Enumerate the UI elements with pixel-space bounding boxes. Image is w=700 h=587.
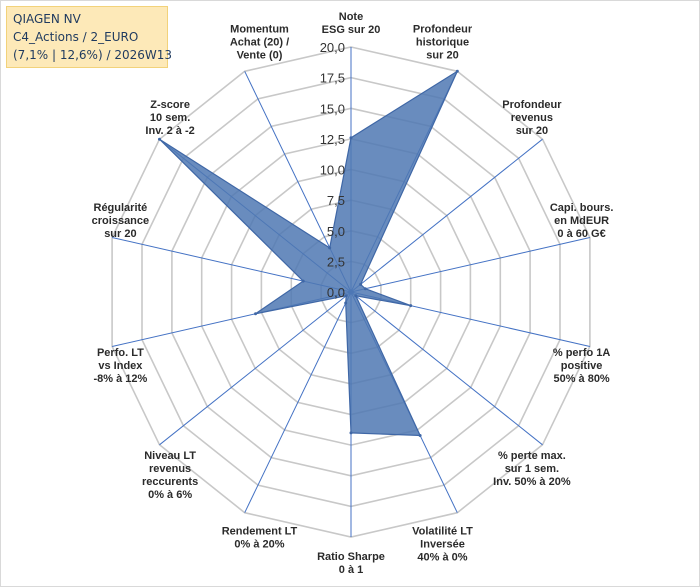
tick-label-6: 15,0 bbox=[320, 101, 345, 116]
axis-label-line: Perfo. LT bbox=[97, 347, 144, 359]
axis-label-line: sur 20 bbox=[426, 50, 458, 62]
data-point-1 bbox=[455, 69, 459, 73]
data-point-11 bbox=[301, 279, 305, 283]
axis-label-line: 50% à 80% bbox=[553, 373, 609, 385]
header-line-3: (7,1% | 12,6%) / 2026W13 bbox=[13, 48, 172, 62]
data-point-4 bbox=[409, 304, 413, 308]
axis-label-5: % perte max. sur 1 sem. Inv. 50% à 20% bbox=[493, 450, 571, 488]
axis-label-line: sur 20 bbox=[516, 125, 548, 137]
axis-spoke-5 bbox=[350, 291, 543, 446]
axis-label-line: -8% à 12% bbox=[93, 373, 147, 385]
axis-label-line: en MdEUR bbox=[554, 215, 609, 227]
axis-label-11: Régularité croissance sur 20 bbox=[92, 202, 149, 240]
axis-label-line: Inversée bbox=[420, 539, 465, 551]
axis-label-line: Niveau LT bbox=[144, 450, 196, 462]
axis-label-10: Perfo. LT vs Index -8% à 12% bbox=[93, 347, 147, 385]
data-point-8 bbox=[344, 301, 348, 305]
axis-label-line: Profondeur bbox=[413, 24, 473, 36]
axis-label-line: historique bbox=[416, 37, 469, 49]
data-point-0 bbox=[349, 136, 353, 140]
axis-label-line: sur 1 sem. bbox=[505, 463, 559, 475]
axis-spoke-8 bbox=[244, 291, 352, 513]
data-point-9 bbox=[344, 294, 348, 298]
tick-label-1: 2,5 bbox=[327, 254, 345, 269]
axis-label-line: 10 sem. bbox=[150, 112, 190, 124]
data-point-6 bbox=[418, 434, 422, 437]
axis-label-line: vs Index bbox=[98, 360, 143, 372]
axis-label-line: Achat (20) / bbox=[230, 37, 289, 49]
axis-labels: Note ESG sur 20 Profondeur historique sur 20… bbox=[92, 11, 614, 576]
tick-label-3: 7,5 bbox=[327, 193, 345, 208]
axis-label-line: Capi. bours. bbox=[550, 202, 614, 214]
axis-label-line: Inv. 50% à 20% bbox=[493, 476, 571, 488]
axis-label-line: revenus bbox=[149, 463, 191, 475]
data-point-13 bbox=[328, 246, 332, 250]
axis-label-9: Niveau LT revenus reccurents 0% à 6% bbox=[142, 450, 198, 501]
data-point-7 bbox=[349, 431, 353, 435]
tick-label-7: 17,5 bbox=[320, 71, 345, 86]
axis-label-line: 0% à 20% bbox=[234, 539, 284, 551]
axis-label-line: ESG sur 20 bbox=[322, 24, 381, 36]
axis-label-line: 40% à 0% bbox=[417, 552, 467, 564]
axis-label-line: Note bbox=[339, 11, 363, 23]
axis-label-line: Inv. 2 à -2 bbox=[145, 125, 194, 137]
axis-label-line: 0 à 60 G€ bbox=[557, 228, 605, 240]
header-line-1: QIAGEN NV bbox=[13, 12, 81, 26]
axis-label-line: Ratio Sharpe bbox=[317, 551, 385, 563]
axis-label-line: Z-score bbox=[150, 99, 190, 111]
axis-label-12: Z-score 10 sem. Inv. 2 à -2 bbox=[145, 99, 194, 137]
axis-label-line: Vente (0) bbox=[237, 50, 283, 62]
axis-label-line: positive bbox=[561, 360, 603, 372]
axis-label-line: croissance bbox=[92, 215, 149, 227]
axis-label-3: Capi. bours. en MdEUR 0 à 60 G€ bbox=[550, 202, 614, 240]
axis-label-line: Volatilité LT bbox=[412, 526, 473, 538]
tick-label-2: 5,0 bbox=[327, 224, 345, 239]
axis-label-line: sur 20 bbox=[104, 228, 136, 240]
axis-label-4: % perfo 1A positive 50% à 80% bbox=[553, 347, 611, 385]
axis-label-line: Momentum bbox=[230, 24, 289, 36]
axis-label-line: % perfo 1A bbox=[553, 347, 611, 359]
axis-spoke-9 bbox=[159, 291, 352, 446]
axis-label-line: 0% à 6% bbox=[148, 489, 192, 501]
axis-spoke-3 bbox=[350, 237, 591, 293]
axis-label-line: 0 à 1 bbox=[339, 564, 363, 576]
tick-labels: 0,0 2,5 5,0 7,5 10,0 12,5 15,0 17,5 20,0 bbox=[320, 40, 345, 300]
tick-label-0: 0,0 bbox=[327, 285, 345, 300]
tick-label-4: 10,0 bbox=[320, 163, 345, 178]
axis-label-13: Momentum Achat (20) / Vente (0) bbox=[230, 24, 289, 62]
axis-label-1: Profondeur historique sur 20 bbox=[413, 24, 473, 62]
header-line-2: C4_Actions / 2_EURO bbox=[13, 30, 139, 44]
data-point-10 bbox=[254, 312, 257, 316]
series bbox=[158, 69, 459, 437]
data-point-2 bbox=[359, 282, 363, 286]
data-point-5 bbox=[354, 294, 358, 298]
axis-label-line: reccurents bbox=[142, 476, 198, 488]
chart-header: QIAGEN NV C4_Actions / 2_EURO (7,1% | 12… bbox=[6, 6, 172, 68]
axis-label-7: Ratio Sharpe 0 à 1 bbox=[317, 551, 385, 576]
axis-spoke-2 bbox=[350, 138, 543, 293]
data-point-12 bbox=[158, 137, 161, 141]
axis-label-line: Régularité bbox=[94, 202, 148, 214]
axis-label-8: Rendement LT 0% à 20% bbox=[222, 526, 298, 551]
axis-label-line: % perte max. bbox=[498, 450, 566, 462]
data-point-3 bbox=[363, 287, 367, 291]
axis-label-0: Note ESG sur 20 bbox=[322, 11, 381, 36]
axis-label-line: Profondeur bbox=[502, 99, 562, 111]
tick-label-8: 20,0 bbox=[320, 40, 345, 55]
axis-label-line: revenus bbox=[511, 112, 553, 124]
axis-label-line: Rendement LT bbox=[222, 526, 298, 538]
axis-label-2: Profondeur revenus sur 20 bbox=[502, 99, 562, 137]
tick-label-5: 12,5 bbox=[320, 132, 345, 147]
axis-label-6: Volatilité LT Inversée 40% à 0% bbox=[412, 526, 473, 564]
